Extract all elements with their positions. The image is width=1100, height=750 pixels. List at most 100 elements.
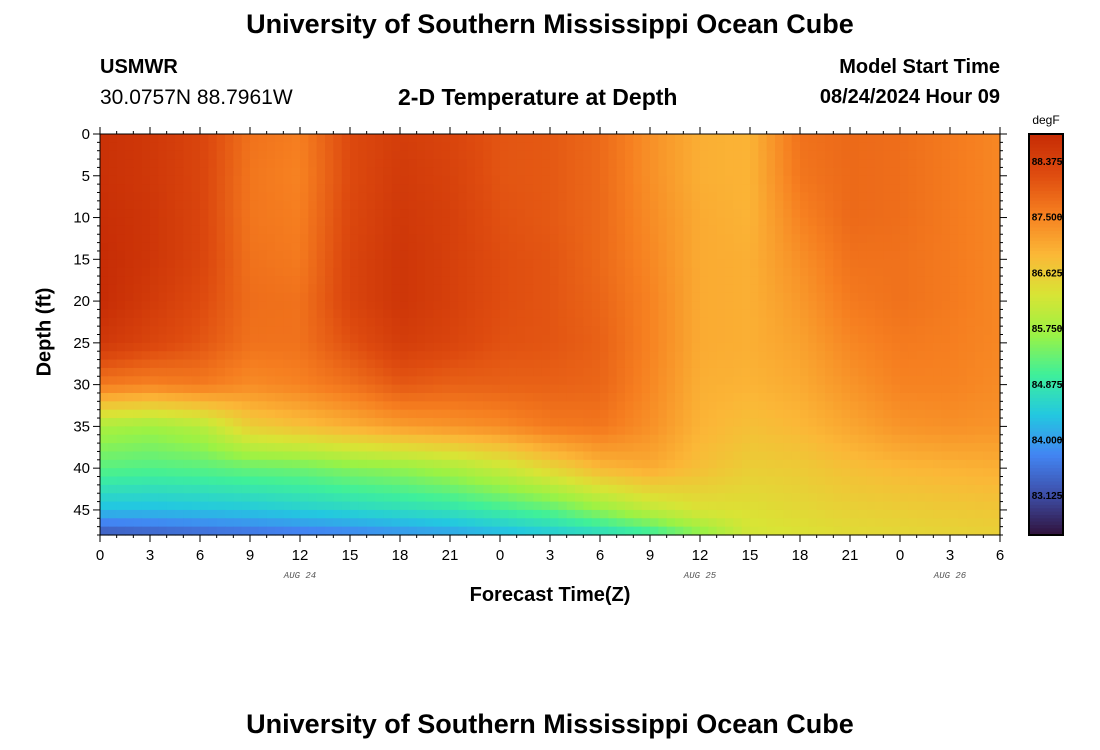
heatmap-cell	[508, 309, 518, 319]
heatmap-cell	[883, 367, 893, 377]
heatmap-cell	[641, 284, 651, 294]
heatmap-cell	[400, 484, 409, 494]
heatmap-cell	[825, 459, 834, 469]
heatmap-cell	[525, 159, 534, 169]
heatmap-cell	[558, 367, 568, 377]
heatmap-cell	[700, 225, 709, 235]
heatmap-cell	[725, 468, 734, 478]
model-start-time: 08/24/2024 Hour 09	[819, 86, 1000, 108]
heatmap-cell	[658, 401, 668, 411]
heatmap-cell	[558, 225, 568, 235]
heatmap-cell	[683, 359, 693, 369]
heatmap-cell	[258, 267, 268, 277]
heatmap-cell	[366, 167, 376, 177]
heatmap-cell	[183, 150, 193, 160]
heatmap-cell	[250, 451, 259, 461]
heatmap-cell	[800, 217, 809, 227]
heatmap-cell	[391, 209, 401, 219]
heatmap-cell	[250, 409, 259, 419]
heatmap-cell	[833, 292, 843, 302]
heatmap-cell	[683, 134, 693, 143]
heatmap-cell	[975, 242, 984, 252]
heatmap-cell	[950, 250, 959, 260]
heatmap-cell	[450, 209, 459, 219]
heatmap-cell	[166, 134, 176, 143]
heatmap-cell	[125, 351, 134, 361]
heatmap-cell	[158, 367, 168, 377]
heatmap-cell	[350, 167, 359, 177]
heatmap-cell	[558, 476, 568, 486]
heatmap-cell	[833, 443, 843, 453]
heatmap-cell	[550, 167, 559, 177]
heatmap-cell	[325, 317, 334, 327]
heatmap-cell	[208, 259, 218, 269]
heatmap-cell	[133, 476, 143, 486]
heatmap-cell	[391, 367, 401, 377]
heatmap-cell	[450, 434, 459, 444]
heatmap-cell	[933, 401, 943, 411]
heatmap-cell	[616, 225, 626, 235]
heatmap-cell	[258, 342, 268, 352]
heatmap-cell	[600, 334, 609, 344]
heatmap-cell	[600, 175, 609, 185]
heatmap-cell	[300, 292, 309, 302]
heatmap-cell	[925, 284, 934, 294]
heatmap-cell	[766, 142, 776, 152]
heatmap-cell	[741, 334, 751, 344]
heatmap-cell	[133, 443, 143, 453]
heatmap-cell	[533, 434, 543, 444]
heatmap-cell	[358, 334, 368, 344]
heatmap-cell	[458, 359, 468, 369]
heatmap-cell	[666, 159, 676, 169]
heatmap-cell	[625, 234, 634, 244]
heatmap-cell	[991, 326, 1001, 336]
heatmap-cell	[683, 401, 693, 411]
heatmap-cell	[775, 384, 784, 394]
heatmap-cell	[550, 309, 559, 319]
heatmap-cell	[400, 443, 409, 453]
heatmap-cell	[233, 267, 243, 277]
heatmap-cell	[800, 250, 809, 260]
heatmap-cell	[758, 509, 768, 519]
heatmap-cell	[141, 392, 151, 402]
heatmap-cell	[900, 384, 909, 394]
heatmap-cell	[916, 342, 926, 352]
heatmap-cell	[891, 509, 901, 519]
heatmap-cell	[633, 501, 643, 511]
heatmap-cell	[666, 200, 676, 210]
heatmap-cell	[500, 225, 509, 235]
heatmap-cell	[200, 234, 209, 244]
heatmap-cell	[966, 259, 976, 269]
heatmap-cell	[158, 384, 168, 394]
heatmap-cell	[616, 384, 626, 394]
heatmap-cell	[916, 309, 926, 319]
heatmap-cell	[950, 359, 959, 369]
heatmap-cell	[858, 209, 868, 219]
heatmap-cell	[341, 317, 351, 327]
heatmap-cell	[500, 159, 509, 169]
heatmap-cell	[608, 326, 618, 336]
heatmap-cell	[883, 167, 893, 177]
heatmap-cell	[766, 184, 776, 194]
heatmap-cell	[683, 493, 693, 503]
heatmap-cell	[750, 217, 759, 227]
heatmap-cell	[558, 493, 568, 503]
heatmap-cell	[250, 434, 259, 444]
heatmap-cell	[150, 192, 159, 202]
heatmap-cell	[625, 476, 634, 486]
heatmap-cell	[883, 159, 893, 169]
heatmap-cell	[558, 192, 568, 202]
heatmap-cell	[533, 200, 543, 210]
heatmap-cell	[108, 426, 118, 436]
heatmap-cell	[116, 159, 126, 169]
heatmap-cell	[900, 292, 909, 302]
heatmap-cell	[408, 234, 418, 244]
heatmap-cell	[683, 418, 693, 427]
heatmap-cell	[483, 225, 493, 235]
heatmap-cell	[583, 392, 593, 402]
heatmap-cell	[100, 376, 109, 386]
heatmap-cell	[425, 217, 434, 227]
heatmap-cell	[566, 434, 576, 444]
heatmap-cell	[216, 159, 226, 169]
heatmap-cell	[983, 434, 993, 444]
